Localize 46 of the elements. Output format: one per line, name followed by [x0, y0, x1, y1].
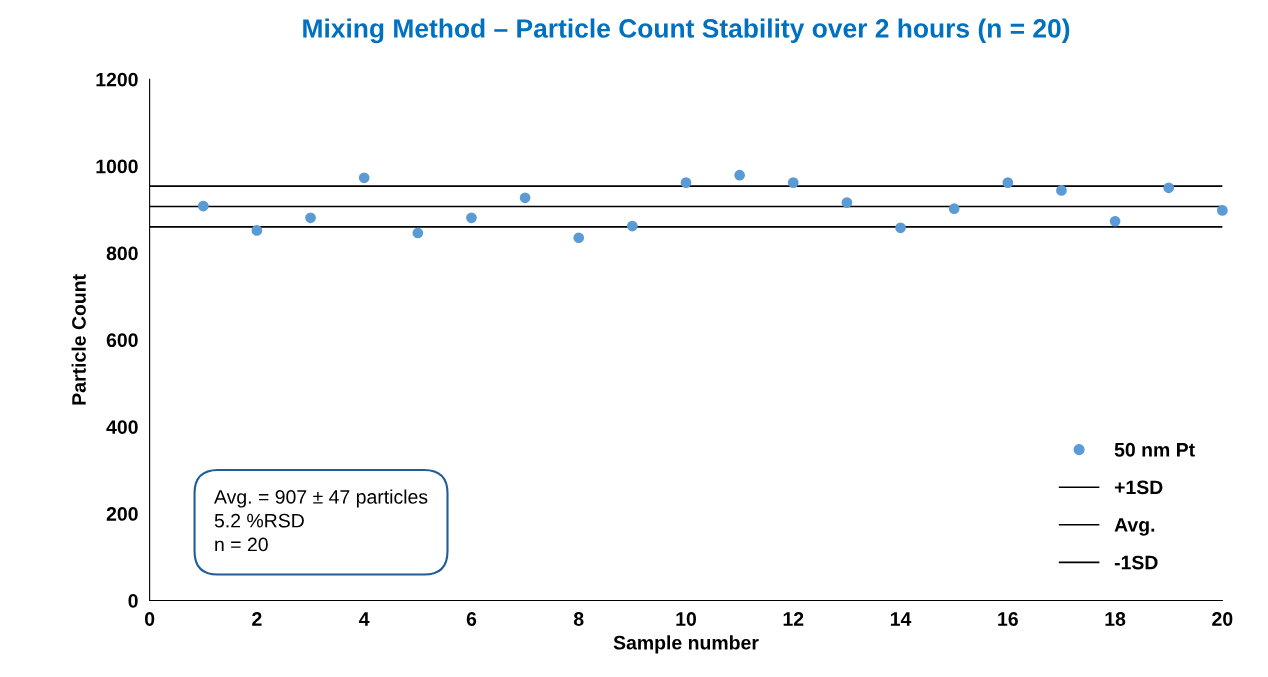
point [680, 177, 692, 188]
x-tick-label: 12 [783, 612, 804, 626]
point [626, 220, 638, 232]
point [1216, 205, 1228, 216]
y-tick-label: 200 [106, 507, 138, 521]
point [519, 192, 531, 204]
x-tick-label: 20 [1212, 612, 1233, 626]
x-tick-label: 14 [890, 612, 912, 626]
y-tick-label: 800 [106, 246, 138, 261]
x-tick-label: 10 [676, 612, 697, 626]
legend-label: Avg. [1114, 518, 1155, 536]
point [1002, 177, 1014, 188]
legend-label: -1SD [1114, 555, 1158, 570]
point [305, 212, 316, 224]
y-tick-label: 400 [106, 420, 138, 434]
point [466, 212, 477, 224]
y-axis-title: Particle Count [71, 274, 86, 405]
point [895, 222, 906, 234]
x-tick-label: 0 [144, 612, 155, 626]
legend-label: +1SD [1114, 480, 1163, 495]
point [734, 169, 745, 181]
x-tick-label: 4 [359, 612, 370, 626]
point [573, 232, 585, 244]
y-tick-label: 1200 [96, 72, 138, 87]
x-axis-title: Sample number [613, 635, 759, 654]
point [787, 177, 799, 188]
chart-title: Mixing Method – Particle Count Stability over 2 hours (n = 20) [303, 18, 1070, 44]
point [1163, 182, 1175, 194]
x-tick-label: 2 [252, 612, 262, 626]
point [841, 197, 853, 208]
y-tick-label: 600 [106, 333, 138, 348]
y-tick-label: 0 [128, 593, 138, 608]
x-tick-label: 6 [466, 612, 477, 626]
point [251, 225, 263, 236]
point [412, 227, 424, 239]
x-tick-label: 16 [998, 612, 1018, 626]
x-tick-label: 18 [1105, 612, 1126, 626]
legend-label: 50 nm Pt [1114, 442, 1195, 457]
point [1056, 185, 1067, 196]
y-tick-label: 1000 [96, 159, 138, 174]
x-tick-label: 8 [573, 612, 584, 626]
point [948, 203, 960, 215]
point [358, 172, 370, 184]
annotation: Avg. = 907 ± 47 particles 5.2 %RSD n = 20 [214, 489, 428, 552]
point [197, 200, 209, 212]
point [1109, 215, 1121, 227]
